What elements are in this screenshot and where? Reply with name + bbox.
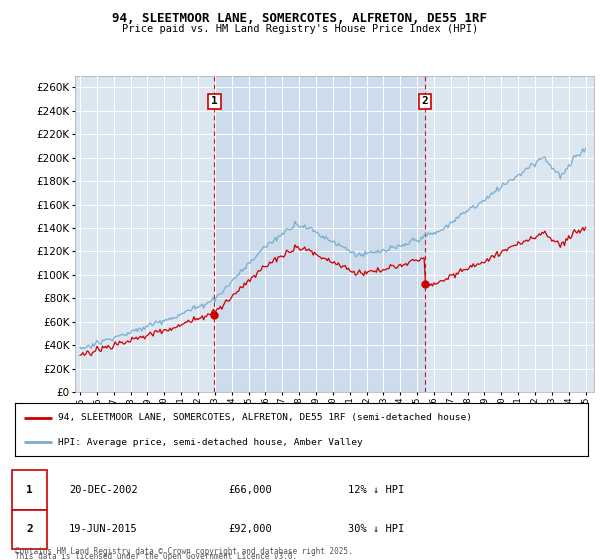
Text: 2: 2 [421, 96, 428, 106]
Text: £92,000: £92,000 [228, 524, 272, 534]
Text: 94, SLEETMOOR LANE, SOMERCOTES, ALFRETON, DE55 1RF: 94, SLEETMOOR LANE, SOMERCOTES, ALFRETON… [113, 12, 487, 25]
Text: 30% ↓ HPI: 30% ↓ HPI [348, 524, 404, 534]
Text: 19-JUN-2015: 19-JUN-2015 [69, 524, 138, 534]
Text: £66,000: £66,000 [228, 485, 272, 495]
Text: 1: 1 [211, 96, 218, 106]
Text: 12% ↓ HPI: 12% ↓ HPI [348, 485, 404, 495]
Text: HPI: Average price, semi-detached house, Amber Valley: HPI: Average price, semi-detached house,… [58, 437, 363, 446]
Text: Price paid vs. HM Land Registry's House Price Index (HPI): Price paid vs. HM Land Registry's House … [122, 24, 478, 34]
Text: 94, SLEETMOOR LANE, SOMERCOTES, ALFRETON, DE55 1RF (semi-detached house): 94, SLEETMOOR LANE, SOMERCOTES, ALFRETON… [58, 413, 472, 422]
Text: 2: 2 [26, 524, 33, 534]
Text: 20-DEC-2002: 20-DEC-2002 [69, 485, 138, 495]
Text: 1: 1 [26, 485, 33, 495]
Text: Contains HM Land Registry data © Crown copyright and database right 2025.: Contains HM Land Registry data © Crown c… [15, 547, 353, 556]
Bar [214, 76, 425, 392]
Text: This data is licensed under the Open Government Licence v3.0.: This data is licensed under the Open Gov… [15, 552, 297, 560]
